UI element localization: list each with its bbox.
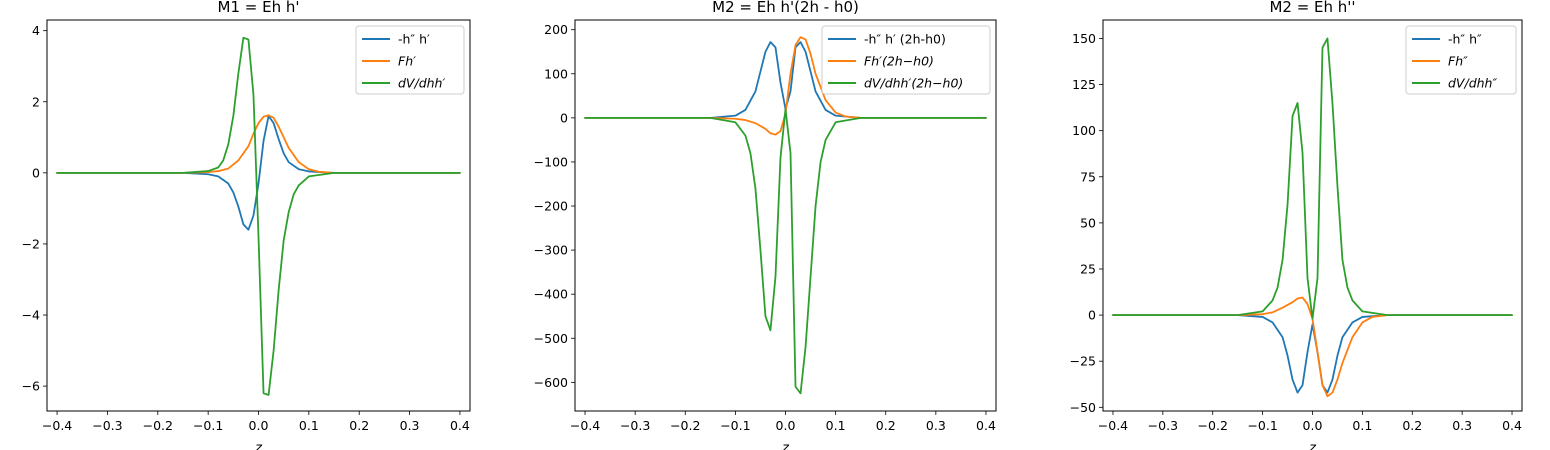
x-tick-label: 0.2 <box>349 418 369 433</box>
x-tick-label: 0.0 <box>776 418 796 433</box>
series-line-3 <box>584 108 987 395</box>
y-tick-label: −500 <box>534 331 568 346</box>
legend-entry: Fh′ <box>398 54 416 69</box>
y-tick-label: 75 <box>1080 169 1096 184</box>
x-tick-label: −0.4 <box>570 418 600 433</box>
y-tick-label: −300 <box>534 243 568 258</box>
y-tick-label: −4 <box>22 308 40 323</box>
x-tick-label: 0.3 <box>400 418 420 433</box>
legend-box <box>355 25 465 95</box>
series-line-1 <box>1112 314 1513 394</box>
x-tick-label: −0.4 <box>1098 418 1128 433</box>
legend-entry: dV/dhh′ <box>398 76 445 91</box>
x-tick-label: 0.3 <box>926 418 946 433</box>
y-tick-label: −400 <box>534 287 568 302</box>
chart-title: M2 = Eh h'(2h - h0) <box>712 0 859 16</box>
x-tick-label: −0.1 <box>1247 418 1277 433</box>
y-tick-label: −2 <box>22 236 40 251</box>
series-line-2 <box>1112 296 1513 398</box>
y-tick-label: 4 <box>32 23 40 38</box>
series-line-3 <box>1112 37 1513 320</box>
plot-area <box>1112 37 1513 398</box>
x-axis-label: z <box>1308 441 1317 450</box>
x-tick-label: −0.4 <box>42 418 72 433</box>
x-tick-label: 0.2 <box>1402 418 1422 433</box>
y-tick-label: 0 <box>560 110 568 125</box>
legend-box <box>1405 25 1517 95</box>
y-tick-label: 2 <box>32 94 40 109</box>
x-axis-label: z <box>781 441 790 450</box>
series-line-2 <box>584 36 987 136</box>
y-tick-label: 150 <box>1072 31 1096 46</box>
series-line-1 <box>56 115 461 231</box>
chart-title: M2 = Eh h'' <box>1269 0 1355 16</box>
x-tick-label: −0.3 <box>1148 418 1178 433</box>
y-tick-label: −25 <box>1070 354 1096 369</box>
chart-panel-2: M2 = Eh h'(2h - h0) −0.4 −0.3 −0.2 −0.1 0.0 0.… <box>534 0 997 450</box>
y-tick-label: −6 <box>22 379 40 394</box>
x-tick-label: 0.2 <box>876 418 896 433</box>
x-tick-label: 0.3 <box>1452 418 1472 433</box>
legend-entry: Fh′(2h−h0) <box>864 54 934 69</box>
legend-entry: -h″ h″ <box>1448 32 1482 47</box>
y-tick-label: 125 <box>1072 77 1096 92</box>
x-tick-label: −0.3 <box>620 418 650 433</box>
plot-area <box>56 36 461 396</box>
x-tick-label: 0.0 <box>1303 418 1323 433</box>
x-tick-label: 0.4 <box>1502 418 1522 433</box>
chart-panel-1: M1 = Eh h' −0.4 −0.3 −0.2 −0.1 0.0 0.1 0.2 0.3 0.… <box>22 0 471 450</box>
x-tick-label: −0.2 <box>143 418 173 433</box>
series-line-2 <box>56 114 461 174</box>
x-tick-label: 0.1 <box>1352 418 1372 433</box>
legend: -h″ h″ Fh″ dV/dhh″ <box>1405 25 1517 95</box>
plot-area <box>584 36 987 395</box>
y-tick-label: 200 <box>544 22 568 37</box>
y-tick-label: −200 <box>534 199 568 214</box>
y-tick-label: 100 <box>544 66 568 81</box>
legend-entry: -h″ h′ (2h-h0) <box>864 32 946 47</box>
y-tick-label: 50 <box>1080 215 1096 230</box>
legend-entry: dV/dhh″ <box>1448 76 1497 91</box>
x-axis-label: z <box>254 441 263 450</box>
y-tick-label: 100 <box>1072 123 1096 138</box>
x-tick-label: −0.2 <box>1198 418 1228 433</box>
x-tick-label: −0.1 <box>720 418 750 433</box>
y-tick-label: 25 <box>1080 261 1096 276</box>
x-tick-label: 0.1 <box>299 418 319 433</box>
y-tick-label: 0 <box>32 165 40 180</box>
chart-panel-3: M2 = Eh h'' −0.4 −0.3 −0.2 −0.1 0.0 0.1 0.2 0.3 0… <box>1070 0 1523 450</box>
legend-entry: -h″ h′ <box>398 32 430 47</box>
x-tick-label: 0.4 <box>450 418 470 433</box>
x-tick-label: 0.1 <box>826 418 846 433</box>
legend-entry: Fh″ <box>1448 54 1468 69</box>
y-tick-label: 0 <box>1088 308 1096 323</box>
legend-box <box>821 25 991 95</box>
y-tick-label: −50 <box>1070 400 1096 415</box>
chart-title: M1 = Eh h' <box>218 0 300 16</box>
x-tick-label: 0.4 <box>976 418 996 433</box>
x-tick-label: −0.1 <box>193 418 223 433</box>
y-tick-label: −100 <box>534 154 568 169</box>
x-tick-label: −0.3 <box>92 418 122 433</box>
legend: -h″ h′ (2h-h0) Fh′(2h−h0) dV/dhh′(2h−h0) <box>821 25 991 95</box>
y-tick-label: −600 <box>534 375 568 390</box>
legend: -h″ h′ Fh′ dV/dhh′ <box>355 25 465 95</box>
x-tick-label: −0.2 <box>670 418 700 433</box>
x-tick-label: 0.0 <box>249 418 269 433</box>
series-line-3 <box>56 36 461 396</box>
legend-entry: dV/dhh′(2h−h0) <box>864 76 963 91</box>
